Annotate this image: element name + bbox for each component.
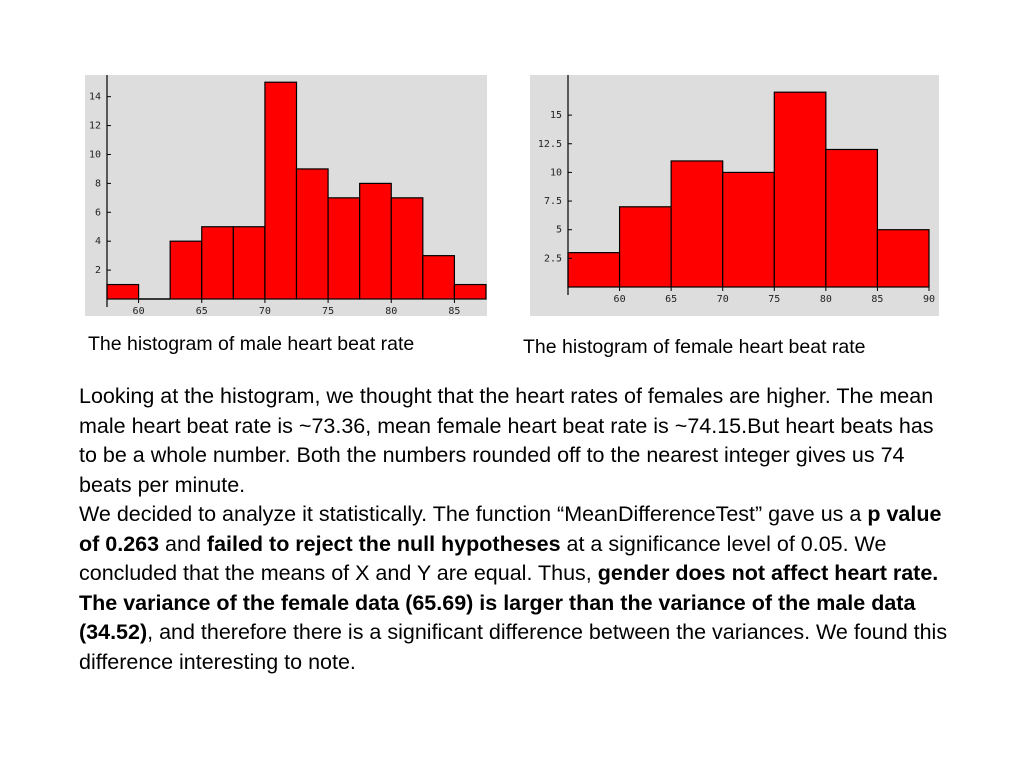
histogram-bar bbox=[670, 160, 724, 288]
x-tick-label: 60 bbox=[133, 306, 145, 316]
conclusion-text: gender does not affect heart rate. The v… bbox=[79, 561, 939, 644]
y-tick-label: 7.5 bbox=[544, 196, 562, 207]
histogram-bar bbox=[422, 255, 456, 300]
histogram-bar bbox=[876, 229, 930, 288]
x-tick-label: 80 bbox=[385, 306, 397, 316]
histogram-bar bbox=[567, 252, 621, 288]
paragraph-analysis: We decided to analyze it statistically. … bbox=[79, 500, 949, 677]
y-tick-label: 12 bbox=[89, 121, 101, 132]
male-histogram-caption: The histogram of male heart beat rate bbox=[88, 333, 415, 355]
paragraph-observation: Looking at the histogram, we thought tha… bbox=[79, 384, 934, 497]
histogram-bar bbox=[169, 240, 203, 300]
y-tick-label: 15 bbox=[550, 110, 562, 121]
histogram-bar bbox=[453, 283, 487, 300]
female-histogram: 2.5 5 7.5 10 12.5 15 60 65 70 75 80 85 90 bbox=[530, 75, 939, 316]
x-tick-label: 65 bbox=[196, 306, 208, 316]
histogram-bar bbox=[327, 197, 361, 300]
text-segment: We decided to analyze it statistically. … bbox=[79, 502, 868, 526]
text-segment: , and therefore there is a significant d… bbox=[79, 620, 948, 674]
x-tick-label: 75 bbox=[768, 294, 780, 305]
x-tick-label: 75 bbox=[322, 306, 334, 316]
y-tick-label: 10 bbox=[89, 149, 101, 160]
x-tick-label: 60 bbox=[614, 294, 626, 305]
histogram-bar bbox=[295, 168, 329, 300]
x-tick-label: 70 bbox=[717, 294, 729, 305]
text-segment: at a significance level of 0.05. We conc… bbox=[79, 531, 887, 586]
x-tick-label: 70 bbox=[259, 306, 271, 316]
histogram-bar bbox=[106, 283, 140, 300]
histogram-bar bbox=[264, 81, 298, 300]
y-tick-label: 2.5 bbox=[544, 253, 562, 264]
x-tick-label: 85 bbox=[448, 306, 460, 316]
y-tick-label: 2 bbox=[95, 265, 101, 276]
y-tick-label: 8 bbox=[95, 178, 101, 189]
y-tick-label: 14 bbox=[89, 92, 101, 103]
y-tick-label: 5 bbox=[556, 225, 562, 236]
histogram-bar bbox=[722, 171, 775, 288]
x-tick-label: 80 bbox=[820, 294, 832, 305]
histogram-bar bbox=[390, 197, 424, 300]
male-histogram: 2 4 6 8 10 12 14 60 65 70 75 80 85 bbox=[85, 75, 487, 316]
x-tick-label: 85 bbox=[871, 294, 883, 305]
histogram-bar bbox=[201, 226, 234, 300]
null-hypothesis-text: failed to reject the null hypotheses bbox=[206, 531, 561, 556]
x-tick-label: 65 bbox=[665, 294, 677, 305]
x-tick-label: 90 bbox=[923, 294, 935, 305]
body-text: Looking at the histogram, we thought tha… bbox=[79, 382, 949, 677]
histogram-bar bbox=[232, 226, 266, 300]
female-histogram-svg: 2.5 5 7.5 10 12.5 15 60 65 70 75 80 85 90 bbox=[530, 75, 939, 316]
histogram-bar bbox=[773, 91, 827, 288]
text-segment: and bbox=[159, 531, 207, 556]
histogram-bar bbox=[825, 148, 879, 288]
y-tick-label: 6 bbox=[95, 207, 101, 218]
female-histogram-caption: The histogram of female heart beat rate bbox=[523, 336, 866, 358]
y-tick-label: 12.5 bbox=[538, 139, 562, 150]
histogram-bar bbox=[618, 206, 672, 288]
p-value-text: p value of 0.263 bbox=[79, 502, 942, 556]
male-histogram-svg: 2 4 6 8 10 12 14 60 65 70 75 80 85 bbox=[85, 75, 487, 316]
y-tick-label: 10 bbox=[550, 167, 562, 178]
histogram-bar bbox=[359, 182, 392, 300]
y-tick-label: 4 bbox=[95, 236, 101, 247]
